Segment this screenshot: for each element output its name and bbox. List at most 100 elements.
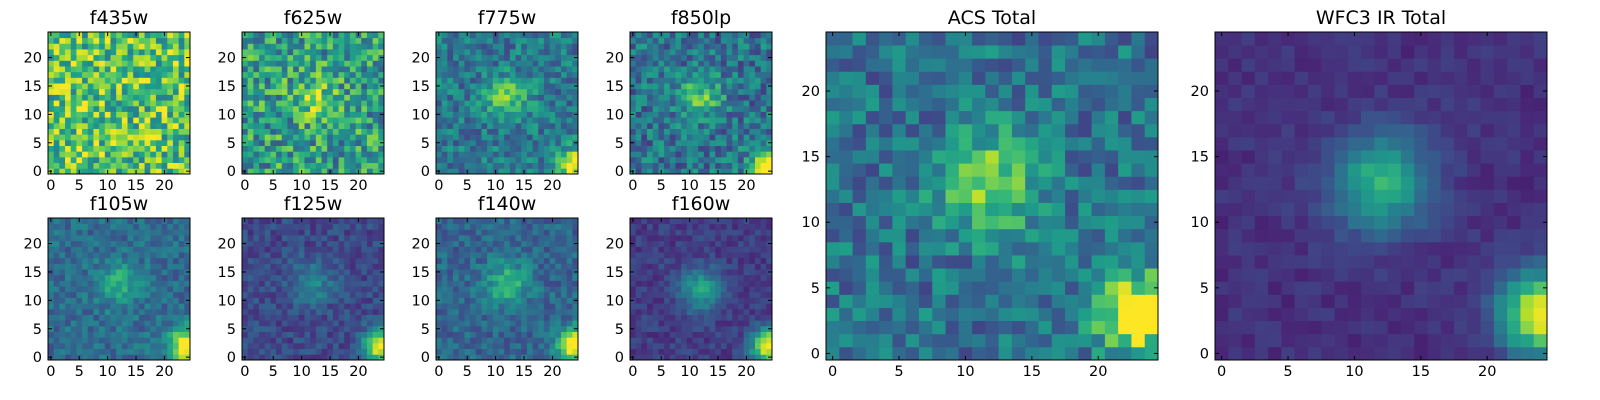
panel-title: f625w xyxy=(284,7,343,29)
heatmap-cell xyxy=(572,263,579,270)
heatmap-cell xyxy=(327,337,334,344)
heatmap-cell xyxy=(566,77,573,84)
heatmap-cell xyxy=(48,342,55,350)
heatmap-cell xyxy=(242,145,249,152)
heatmap-cell xyxy=(675,43,682,50)
heatmap-cell xyxy=(658,297,665,304)
heatmap-cell xyxy=(441,94,448,101)
heatmap-cell xyxy=(743,145,750,152)
heatmap-cell xyxy=(310,269,317,276)
heatmap-cell xyxy=(664,269,671,276)
heatmap-cell xyxy=(53,308,60,315)
heatmap-cell xyxy=(453,83,460,90)
heatmap-cell xyxy=(167,269,174,276)
heatmap-cell xyxy=(259,308,266,315)
heatmap-cell xyxy=(167,32,174,39)
heatmap-cell xyxy=(555,139,562,146)
heatmap-cell xyxy=(321,145,328,152)
heatmap-cell xyxy=(172,100,180,107)
heatmap-cell xyxy=(344,83,351,90)
heatmap-cell xyxy=(698,122,705,129)
heatmap-cell xyxy=(760,88,767,95)
heatmap-cell xyxy=(543,354,550,361)
heatmap-cell xyxy=(361,94,368,101)
heatmap-cell xyxy=(65,263,72,270)
heatmap-cell xyxy=(441,71,448,78)
heatmap-cell xyxy=(498,297,505,304)
heatmap-cell xyxy=(315,240,322,247)
heatmap-cell xyxy=(144,117,151,124)
heatmap-cell xyxy=(349,331,356,338)
heatmap-cell xyxy=(378,32,385,39)
heatmap-cell xyxy=(652,71,659,78)
heatmap-cell xyxy=(138,37,145,44)
heatmap-cell xyxy=(441,274,448,281)
heatmap-cell xyxy=(760,122,767,129)
heatmap-cell xyxy=(538,32,545,39)
heatmap-cell xyxy=(458,145,465,152)
heatmap-cell xyxy=(104,134,111,141)
heatmap-cell xyxy=(133,54,140,61)
heatmap-cell xyxy=(635,269,642,276)
heatmap-cell xyxy=(526,128,533,135)
heatmap-cell xyxy=(504,303,511,310)
heatmap-cell xyxy=(259,100,266,107)
heatmap-cell xyxy=(378,291,385,298)
heatmap-cell xyxy=(630,286,637,293)
heatmap-cell xyxy=(754,88,762,95)
heatmap-cell xyxy=(566,168,573,175)
heatmap-cell xyxy=(692,303,699,310)
heatmap-cell xyxy=(453,54,460,61)
heatmap-cell xyxy=(293,43,300,50)
heatmap-cell xyxy=(99,128,106,135)
heatmap-cell xyxy=(509,88,516,95)
heatmap-cell xyxy=(65,303,72,310)
heatmap-cell xyxy=(184,320,191,327)
heatmap-cell xyxy=(566,354,573,361)
heatmap-cell xyxy=(566,83,573,90)
heatmap-cell xyxy=(703,94,710,101)
heatmap-cell xyxy=(138,297,145,304)
panel-title: f435w xyxy=(90,7,149,29)
heatmap-cell xyxy=(82,83,89,90)
heatmap-cell xyxy=(349,49,356,56)
heatmap-cell xyxy=(104,100,111,107)
heatmap-cell xyxy=(470,117,477,124)
heatmap-cell xyxy=(737,303,744,310)
heatmap-cell xyxy=(641,314,648,321)
heatmap-cell xyxy=(504,252,511,259)
heatmap-cell xyxy=(133,117,140,124)
heatmap-cell xyxy=(709,342,716,350)
heatmap-cell xyxy=(372,354,379,361)
heatmap-cell xyxy=(48,94,55,101)
heatmap-cell xyxy=(349,88,356,95)
heatmap-cell xyxy=(647,94,654,101)
heatmap-cell xyxy=(641,71,648,78)
heatmap-cell xyxy=(470,122,477,129)
heatmap-cell xyxy=(709,274,716,281)
heatmap-cell xyxy=(732,77,739,84)
heatmap-cell xyxy=(760,348,767,355)
heatmap-cell xyxy=(532,286,539,293)
heatmap-cell xyxy=(116,269,123,276)
heatmap-cell xyxy=(498,257,505,264)
heatmap-cell xyxy=(686,88,693,95)
heatmap-cell xyxy=(652,168,659,175)
heatmap-cell xyxy=(664,71,671,78)
heatmap-cell xyxy=(458,342,465,350)
heatmap-cell xyxy=(647,297,654,304)
heatmap-cell xyxy=(743,122,750,129)
heatmap-cell xyxy=(441,105,448,112)
heatmap-cell xyxy=(310,71,317,78)
heatmap-cell xyxy=(521,139,528,146)
heatmap-cell xyxy=(532,32,539,39)
heatmap-cell xyxy=(259,49,266,56)
heatmap-cell xyxy=(270,252,277,259)
heatmap-cell xyxy=(720,320,727,327)
heatmap-cell xyxy=(116,168,123,175)
heatmap-cell xyxy=(110,286,117,293)
heatmap-cell xyxy=(760,331,767,338)
heatmap-cell xyxy=(116,100,123,107)
heatmap-cell xyxy=(87,100,94,107)
heatmap-cell xyxy=(361,235,368,242)
